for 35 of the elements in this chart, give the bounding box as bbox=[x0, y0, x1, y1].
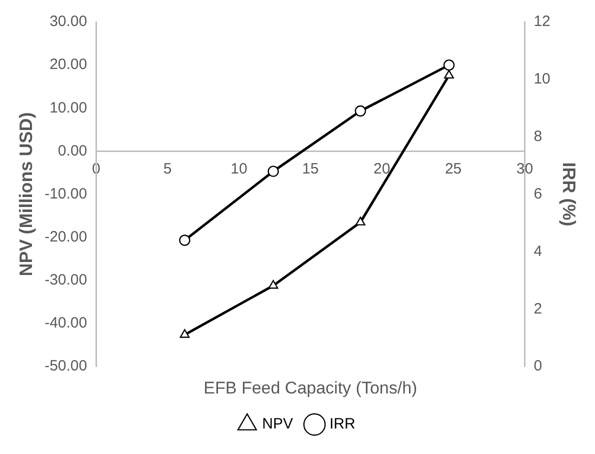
point bbox=[444, 70, 454, 79]
y2-tick-label: 6 bbox=[534, 185, 542, 202]
point bbox=[443, 59, 455, 71]
y-tick-label: -40.00 bbox=[44, 314, 88, 332]
y2-axis-title: IRR (%) bbox=[559, 162, 580, 226]
y2-tick-label: 0 bbox=[534, 358, 542, 375]
y-tick-label: 10.00 bbox=[50, 99, 88, 116]
point bbox=[355, 216, 366, 226]
x-tick-label: 20 bbox=[374, 160, 390, 178]
point bbox=[179, 234, 190, 246]
y2-tick-label: 4 bbox=[534, 242, 542, 260]
y-tick-label: -20.00 bbox=[44, 228, 88, 246]
legend-label: IRR bbox=[330, 416, 356, 433]
y-tick-label: 30.00 bbox=[50, 13, 88, 30]
y-axis-title: NPV (Millions USD) bbox=[16, 112, 36, 276]
y-tick-label: 20.00 bbox=[50, 56, 88, 74]
x-tick-label: 5 bbox=[163, 160, 172, 178]
x-tick-label: 10 bbox=[230, 160, 248, 178]
point bbox=[180, 329, 190, 338]
y2-tick-label: 12 bbox=[534, 13, 550, 30]
x-axis-title: EFB Feed Capacity (Tons/h) bbox=[204, 378, 418, 398]
y-tick-label: -30.00 bbox=[44, 272, 88, 289]
x-tick-label: 15 bbox=[302, 160, 319, 178]
x-tick-label: 25 bbox=[444, 160, 462, 178]
y2-tick-label: 2 bbox=[534, 300, 542, 318]
y-tick-label: -50.00 bbox=[44, 358, 88, 375]
y-tick-label: -10.00 bbox=[44, 185, 88, 202]
y2-tick-label: 10 bbox=[534, 70, 550, 88]
y2-tick-label: 8 bbox=[534, 128, 542, 146]
y-tick-label: 0.00 bbox=[58, 142, 88, 160]
legend-label: NPV bbox=[262, 416, 294, 433]
point bbox=[354, 105, 366, 117]
x-tick-label: 30 bbox=[516, 160, 534, 178]
point bbox=[268, 280, 278, 289]
point bbox=[268, 166, 279, 177]
